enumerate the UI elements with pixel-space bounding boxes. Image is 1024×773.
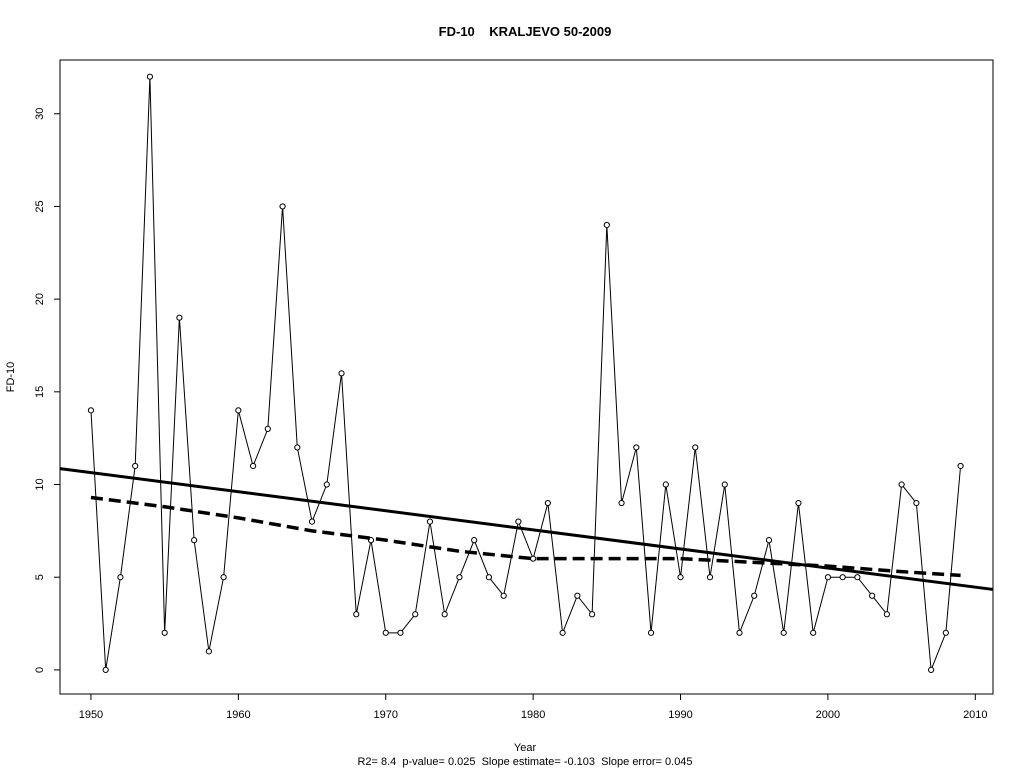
fd10-data-point [397, 629, 404, 636]
fd10-data-point [824, 574, 832, 581]
fd10-data-point [323, 481, 330, 488]
fd10-data-point [559, 629, 566, 636]
fd10-data-point [927, 666, 935, 674]
y-tick-label: 0 [34, 667, 46, 673]
x-tick-label: 2010 [963, 709, 987, 721]
fd10-data-point [869, 592, 876, 599]
fd10-data-point [132, 462, 139, 470]
fd10-data-point [441, 611, 448, 618]
fd10-data-point [220, 574, 227, 581]
fd10-data-point [530, 555, 537, 562]
fd10-data-point [544, 499, 551, 507]
fd10-data-point [765, 537, 773, 544]
x-tick-label: 1950 [79, 709, 103, 721]
y-tick-label: 20 [34, 293, 46, 305]
x-tick-label: 1960 [226, 709, 250, 721]
fd10-data-point [249, 462, 257, 470]
y-tick-label: 15 [34, 386, 46, 398]
fd10-data-point [957, 462, 964, 470]
fd10-data-point [588, 611, 596, 618]
fd10-data-point [117, 574, 124, 581]
y-tick-label: 25 [34, 200, 46, 212]
fd10-data-point [205, 648, 212, 655]
chart-title: FD-10 KRALJEVO 50-2009 [439, 24, 612, 39]
fd10-data-point [677, 574, 684, 581]
fd10-data-point [87, 407, 95, 414]
fd10-data-point [456, 574, 463, 581]
x-axis: 1950 1960 1970 1980 1990 2000 2010 [79, 694, 988, 721]
fd10-data-point [338, 370, 345, 377]
fd10-data-point [898, 481, 905, 488]
fd10-data-point [854, 574, 861, 581]
fd10-data-point [500, 592, 507, 599]
series-layer [59, 73, 994, 674]
fd10-data-point [412, 611, 419, 618]
fd10-data-point [382, 629, 389, 636]
fd10-data-point [264, 425, 271, 433]
y-tick-label: 30 [34, 108, 46, 120]
fd10-data-point [294, 444, 301, 451]
fd10-data-point [161, 629, 168, 636]
x-tick-label: 1970 [373, 709, 397, 721]
fd10-data-point [780, 629, 787, 636]
y-tick-label: 5 [34, 574, 46, 580]
x-tick-label: 1990 [668, 709, 692, 721]
fd10-data-point [353, 611, 360, 618]
fd10-data-point [191, 537, 198, 544]
x-axis-label: Year [514, 742, 537, 754]
plot-frame [59, 59, 994, 695]
linear-trend-line [59, 467, 994, 591]
fd10-data-point [618, 499, 625, 507]
fd10-data-point [471, 537, 478, 544]
x-tick-label: 1980 [521, 709, 545, 721]
fd10-data-point [692, 444, 699, 451]
fd10-data-point [574, 592, 581, 599]
fd10-data-point [721, 481, 728, 488]
fd10-data-point [795, 499, 802, 507]
fd10-data-point [235, 407, 242, 414]
chart-caption: R2= 8.4 p-value= 0.025 Slope estimate= -… [357, 756, 692, 768]
y-axis-label: FD-10 [5, 362, 17, 393]
fd10-data-point [485, 574, 493, 581]
x-tick-label: 2000 [816, 709, 840, 721]
fd10-data-point [308, 518, 316, 525]
fd10-data-point [633, 444, 640, 451]
fd10-data-point [839, 574, 846, 581]
fd10-data-point [942, 629, 949, 636]
y-tick-label: 10 [34, 478, 46, 490]
fd10-data-point [426, 518, 434, 525]
fd10-data-point [102, 666, 109, 674]
y-axis: 0 5 10 15 20 25 30 [34, 108, 60, 673]
fd10-data-point [736, 629, 743, 636]
fd10-data-point [810, 629, 817, 636]
fd10-series-line [90, 76, 962, 671]
fd10-data-point [279, 203, 286, 210]
fd10-data-point [662, 481, 669, 488]
fd10-data-point [515, 518, 522, 525]
fd10-data-point [146, 73, 154, 80]
fd10-data-point [913, 499, 920, 507]
fd10-data-point [751, 592, 758, 599]
fd10-data-point [647, 629, 655, 636]
fd10-data-point [176, 314, 183, 321]
smoothed-trend-line [90, 495, 961, 578]
fd10-data-point [706, 574, 714, 581]
fd10-data-point [883, 611, 890, 618]
fd10-data-point [603, 221, 610, 229]
